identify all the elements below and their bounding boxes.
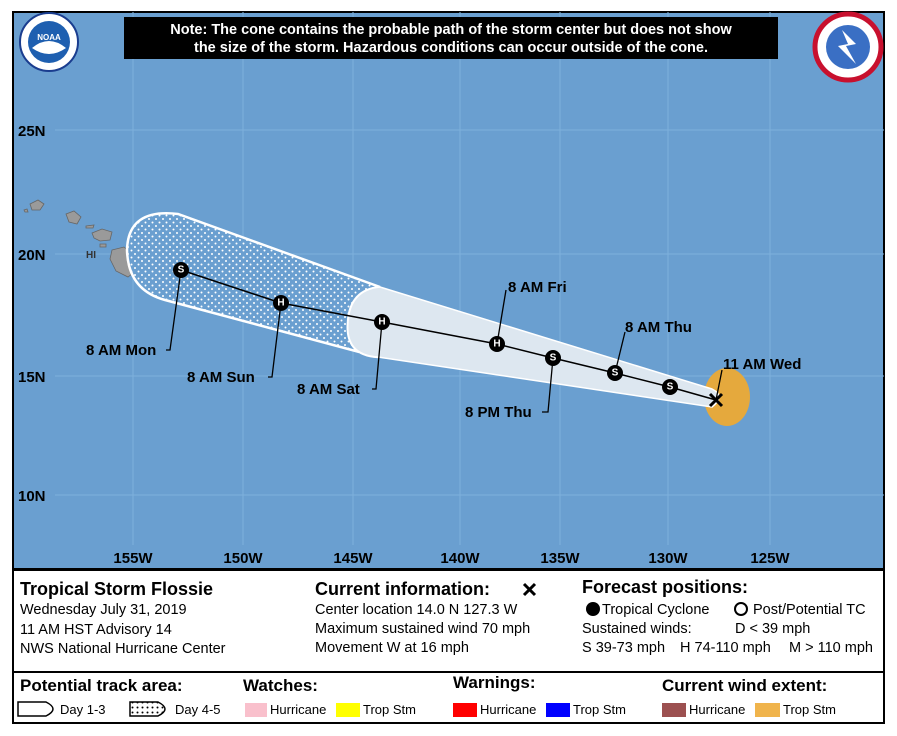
lat-label: 20N (18, 247, 46, 264)
day45-icon (129, 701, 166, 717)
day13-icon (17, 701, 54, 717)
legend-text: Hurricane (270, 702, 326, 717)
time-label: 8 PM Thu (465, 404, 532, 421)
storm-center: NWS National Hurricane Center (20, 641, 226, 657)
lat-label: 15N (18, 369, 46, 386)
marker-symbol: S (178, 265, 185, 276)
marker-symbol: S (612, 368, 619, 379)
noaa-logo: NOAA (19, 12, 79, 72)
legend-title: Watches: (243, 676, 318, 695)
swatch (755, 703, 780, 717)
marker-symbol: H (378, 317, 385, 328)
lon-label: 140W (440, 550, 480, 567)
swatch (245, 703, 267, 717)
legend-text: Hurricane (689, 702, 745, 717)
track (180, 269, 717, 401)
legend-text: Day 1-3 (60, 702, 106, 717)
marker (173, 262, 189, 278)
lon-label: 135W (540, 550, 580, 567)
legend-text: Day 4-5 (175, 702, 221, 717)
current-icon (522, 582, 537, 597)
info-panel (12, 569, 885, 724)
legend-title: Current wind extent: (662, 676, 827, 695)
leaders (166, 269, 723, 413)
storm-date: Wednesday July 31, 2019 (20, 602, 187, 618)
swatch (662, 703, 686, 717)
marker-symbol: H (277, 298, 284, 309)
post-icon (734, 602, 748, 616)
lon-label: 145W (333, 550, 373, 567)
winds-m: M > 110 mph (789, 640, 873, 656)
lat-label: 10N (18, 488, 46, 505)
marker-symbol: S (667, 382, 674, 393)
winds-label: Sustained winds: (582, 621, 692, 637)
note-box (124, 17, 778, 59)
forecast-markers: S S S H H H S (173, 262, 724, 408)
legend-title: Warnings: (453, 673, 535, 692)
winds-d: D < 39 mph (735, 621, 810, 637)
swatch (336, 703, 360, 717)
time-label: 8 AM Sun (187, 369, 255, 386)
time-label: 8 AM Fri (508, 279, 567, 296)
nws-logo (812, 11, 884, 83)
time-label: 8 AM Sat (297, 381, 360, 398)
note-line: the size of the storm. Hazardous conditi… (194, 40, 708, 56)
forecast-tropical: Tropical Cyclone (602, 602, 709, 618)
island-label: HI (86, 250, 96, 261)
current-line: Center location 14.0 N 127.3 W (315, 602, 518, 618)
current-title: Current information: (315, 579, 490, 599)
forecast-post: Post/Potential TC (753, 602, 866, 618)
marker (273, 295, 289, 311)
marker (545, 350, 561, 366)
lon-label: 130W (648, 550, 688, 567)
lat-label: 25N (18, 123, 46, 140)
storm-advisory: 11 AM HST Advisory 14 (20, 622, 172, 638)
swatch (546, 703, 570, 717)
lon-label: 125W (750, 550, 790, 567)
storm-name: Tropical Storm Flossie (20, 579, 213, 599)
winds-s: S 39-73 mph (582, 640, 665, 656)
lon-labels: 155W 150W 145W 140W 135W 130W 125W (113, 550, 790, 567)
current-line: Movement W at 16 mph (315, 640, 469, 656)
marker (374, 314, 390, 330)
marker-symbol: H (493, 339, 500, 350)
legend-text: Trop Stm (363, 702, 416, 717)
note-line: Note: The cone contains the probable pat… (170, 22, 732, 38)
swatch (453, 703, 477, 717)
time-label: 8 AM Thu (625, 319, 692, 336)
legend-text: Trop Stm (783, 702, 836, 717)
legend-text: Hurricane (480, 702, 536, 717)
tc-icon (586, 602, 600, 616)
lon-label: 155W (113, 550, 153, 567)
wind-extent (704, 368, 750, 426)
winds-h: H 74-110 mph (680, 640, 771, 656)
legend-title: Potential track area: (20, 676, 183, 695)
legend-text: Trop Stm (573, 702, 626, 717)
time-label: 8 AM Mon (86, 342, 156, 359)
current-position (708, 392, 724, 408)
lon-label: 150W (223, 550, 263, 567)
current-line: Maximum sustained wind 70 mph (315, 621, 530, 637)
noaa-text: NOAA (37, 33, 61, 42)
marker-symbol: S (550, 353, 557, 364)
forecast-title: Forecast positions: (582, 577, 748, 597)
marker (489, 336, 505, 352)
marker (662, 379, 678, 395)
marker (607, 365, 623, 381)
time-label: 11 AM Wed (723, 356, 801, 373)
